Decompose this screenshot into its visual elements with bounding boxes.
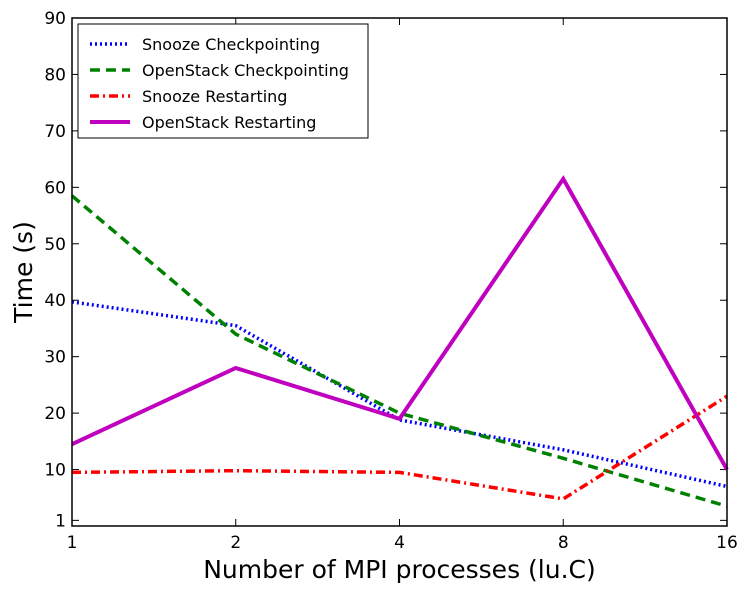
x-tick-label: 1 — [67, 533, 78, 553]
x-tick-label: 4 — [394, 533, 405, 553]
legend-label: OpenStack Restarting — [142, 113, 316, 132]
legend: Snooze Checkpointing OpenStack Checkpoint… — [77, 23, 369, 139]
y-tick-label: 60 — [44, 178, 66, 198]
series-line-snooze-checkpointing — [71, 300, 728, 489]
y-tick-label: 50 — [44, 235, 66, 255]
y-tick-label: 20 — [44, 404, 66, 424]
y-tick-label: 70 — [44, 122, 66, 142]
y-tick-label: 10 — [44, 461, 66, 481]
legend-label: Snooze Checkpointing — [142, 35, 320, 54]
y-tick-label: 90 — [44, 9, 66, 29]
series-line-snooze-restarting — [71, 394, 728, 501]
y-tick-label: 80 — [44, 65, 66, 85]
y-axis-label: Time (s) — [9, 221, 38, 324]
legend-label: OpenStack Checkpointing — [142, 61, 349, 80]
plot-frame — [71, 17, 728, 527]
y-tick-label: 1 — [55, 511, 66, 531]
y-tick-label: 30 — [44, 348, 66, 368]
legend-label: Snooze Restarting — [142, 87, 287, 106]
y-tick-label: 40 — [44, 291, 66, 311]
x-tick-label: 8 — [558, 533, 569, 553]
series-lines — [70, 175, 729, 508]
x-axis-label: Number of MPI processes (lu.C) — [203, 555, 596, 584]
y-axis: 1 10 20 30 40 50 60 70 80 90 — [44, 9, 727, 531]
x-tick-label: 2 — [230, 533, 241, 553]
x-tick-label: 16 — [716, 533, 738, 553]
series-line-openstack-restarting — [71, 175, 729, 471]
x-axis: 1 2 4 8 16 — [67, 18, 738, 553]
